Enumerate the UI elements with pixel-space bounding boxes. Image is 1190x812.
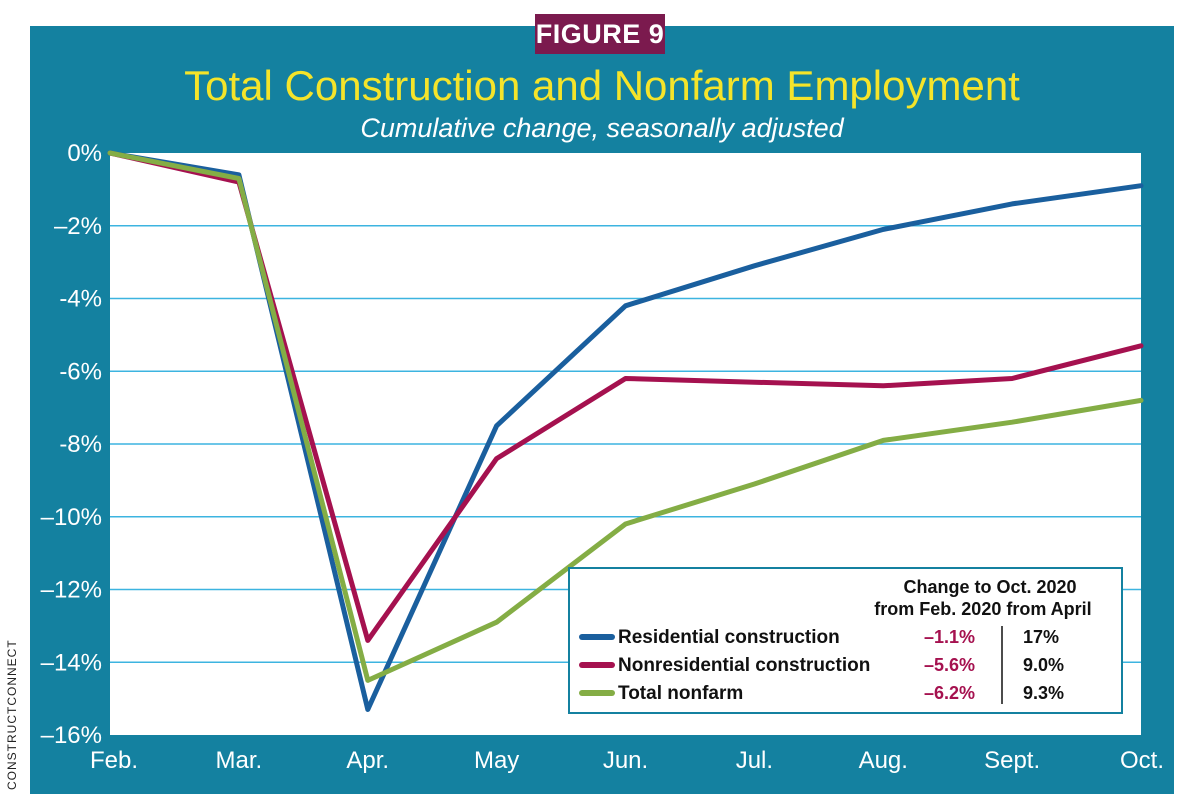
- x-tick-label: Mar.: [216, 747, 263, 774]
- legend-box: [568, 567, 1123, 714]
- y-tick-label: -8%: [59, 431, 102, 458]
- x-tick-label: Jul.: [736, 747, 773, 774]
- x-tick-label: Jun.: [603, 747, 648, 774]
- x-tick-label: Feb.: [90, 747, 138, 774]
- legend-label: Nonresidential construction: [618, 655, 870, 676]
- x-tick-label: Apr.: [346, 747, 389, 774]
- y-tick-label: -4%: [59, 286, 102, 313]
- x-tick-label: May: [474, 747, 519, 774]
- y-axis-ticks: 0% –2% -4% -6% -8% –10% –12% –14% –16%: [41, 140, 102, 749]
- legend-value-from-april: 9.0%: [1023, 655, 1064, 675]
- y-tick-label: 0%: [67, 140, 102, 167]
- chart-title: Total Construction and Nonfarm Employmen…: [184, 62, 1020, 109]
- series-line-total: [107, 150, 1144, 683]
- x-tick-label: Aug.: [859, 747, 908, 774]
- figure-badge: FIGURE 9: [535, 14, 665, 54]
- y-tick-label: –2%: [54, 213, 102, 240]
- series-line-nonresidential: [107, 150, 1144, 643]
- y-tick-label: -6%: [59, 358, 102, 385]
- legend-header: Change to Oct. 2020: [903, 577, 1076, 597]
- legend-value-from-feb: –6.2%: [924, 683, 975, 703]
- legend-value-from-feb: –5.6%: [924, 655, 975, 675]
- y-tick-label: –12%: [41, 577, 102, 604]
- x-axis-ticks: Feb. Mar. Apr. May Jun. Jul. Aug. Sept. Oct.: [90, 747, 1164, 774]
- legend-value-from-april: 9.3%: [1023, 683, 1064, 703]
- legend-value-from-feb: –1.1%: [924, 627, 975, 647]
- chart-subtitle: Cumulative change, seasonally adjusted: [360, 113, 844, 143]
- y-tick-label: –10%: [41, 504, 102, 531]
- legend-label: Residential construction: [618, 627, 840, 648]
- legend-label: Total nonfarm: [618, 683, 743, 704]
- y-tick-label: –14%: [41, 649, 102, 676]
- x-tick-label: Oct.: [1120, 747, 1164, 774]
- legend-header: from Feb. 2020 from April: [874, 599, 1091, 619]
- x-tick-label: Sept.: [984, 747, 1040, 774]
- y-tick-label: –16%: [41, 722, 102, 749]
- series-lines: [107, 150, 1144, 712]
- legend-value-from-april: 17%: [1023, 627, 1059, 647]
